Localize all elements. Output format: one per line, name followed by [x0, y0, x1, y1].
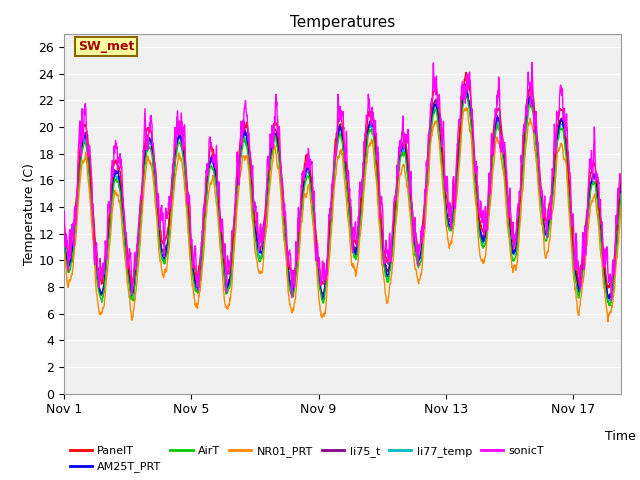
Y-axis label: Temperature (C): Temperature (C) — [22, 163, 36, 264]
Text: SW_met: SW_met — [78, 40, 134, 53]
X-axis label: Time: Time — [605, 430, 636, 443]
Title: Temperatures: Temperatures — [290, 15, 395, 30]
Legend: PanelT, AM25T_PRT, AirT, NR01_PRT, li75_t, li77_temp, sonicT: PanelT, AM25T_PRT, AirT, NR01_PRT, li75_… — [70, 446, 545, 472]
